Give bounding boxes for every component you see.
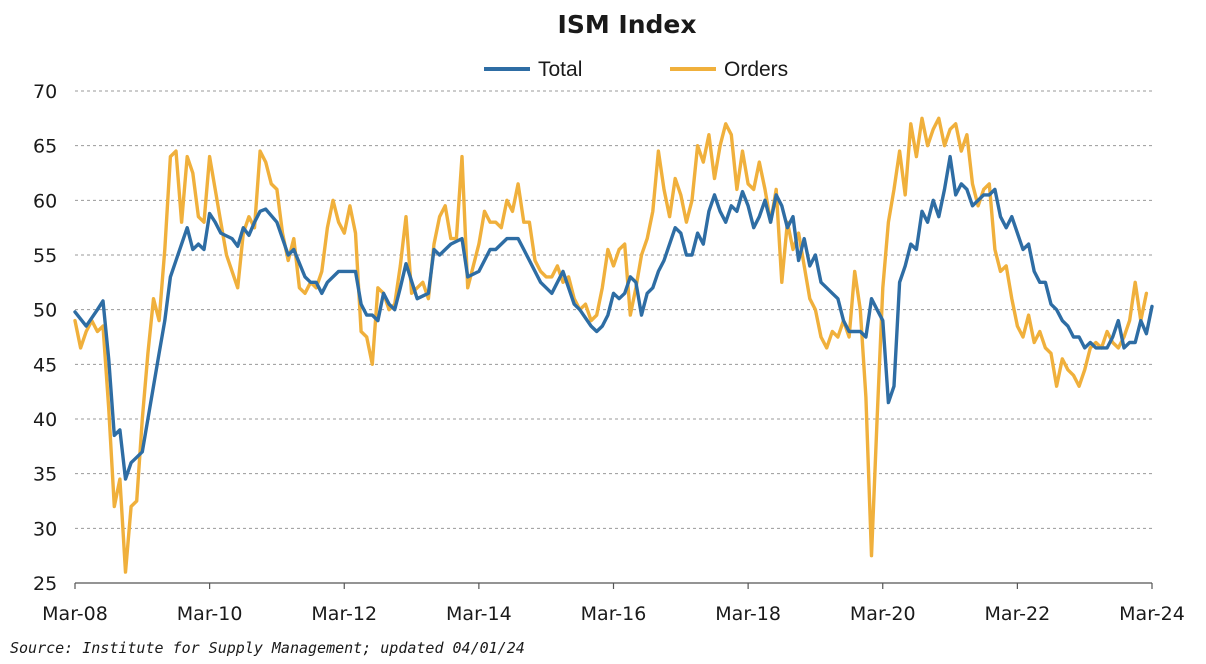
x-tick-label: Mar-10	[177, 603, 243, 625]
y-tick-label: 45	[33, 354, 57, 376]
chart-title: ISM Index	[558, 10, 697, 39]
y-tick-label: 60	[33, 190, 57, 212]
x-tick-label: Mar-22	[985, 603, 1051, 625]
y-tick-label: 70	[33, 81, 57, 103]
legend-label-orders: Orders	[724, 58, 788, 81]
y-tick-label: 25	[33, 573, 57, 595]
x-tick-label: Mar-24	[1119, 603, 1185, 625]
y-tick-label: 65	[33, 136, 57, 158]
y-tick-label: 35	[33, 464, 57, 486]
y-tick-label: 30	[33, 518, 57, 540]
gridlines	[75, 90, 1152, 529]
series-line-orders	[73, 116, 1149, 574]
legend-label-total: Total	[538, 58, 582, 81]
x-tick-label: Mar-14	[446, 603, 512, 625]
x-axis-ticks: Mar-08 Mar-10 Mar-12 Mar-14 Mar-16 Mar-18 Mar-…	[42, 583, 1185, 625]
series-line-total	[73, 154, 1154, 481]
y-tick-label: 55	[33, 245, 57, 267]
x-tick-label: Mar-12	[311, 603, 377, 625]
x-tick-label: Mar-16	[581, 603, 647, 625]
chart-legend: Total Orders	[484, 58, 788, 81]
x-tick-label: Mar-08	[42, 603, 108, 625]
source-note: Source: Institute for Supply Management;…	[10, 639, 525, 657]
y-tick-label: 40	[33, 409, 57, 431]
series-lines	[73, 116, 1154, 574]
x-tick-label: Mar-20	[850, 603, 916, 625]
x-tick-label: Mar-18	[715, 603, 781, 625]
y-tick-label: 50	[33, 300, 57, 322]
y-axis-ticks: 25 30 35 40 45 50 55 60 65 70	[33, 81, 57, 595]
